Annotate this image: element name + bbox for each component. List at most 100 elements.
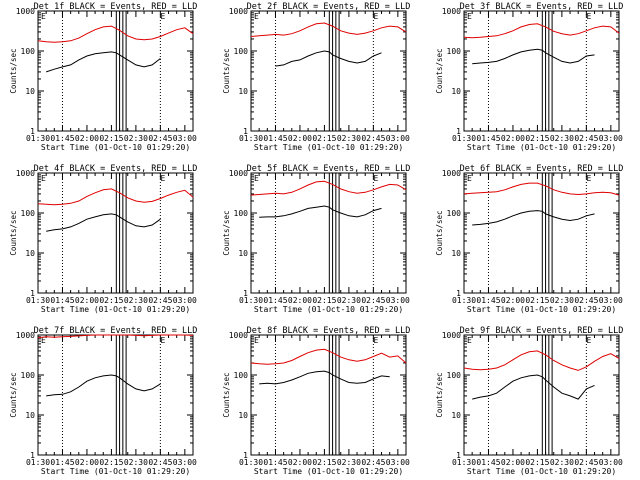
x-tick-label: 02:00: [75, 134, 99, 143]
corner-mark: E: [254, 336, 259, 345]
plot-frame: [250, 334, 407, 456]
panel-title: Det 4f BLACK = Events, RED = LLD: [34, 164, 198, 174]
x-tick-label: 02:15: [99, 296, 123, 305]
y-tick-label: 1: [456, 451, 461, 460]
plot-frame: [250, 10, 407, 132]
x-tick-label: 02:15: [525, 134, 549, 143]
y-tick-label: 10: [451, 411, 461, 420]
y-tick-label: 1: [243, 451, 248, 460]
panel-title: Det 5f BLACK = Events, RED = LLD: [247, 164, 411, 174]
corner-mark: E: [41, 12, 46, 21]
x-tick-label: 02:00: [75, 458, 99, 467]
panel-title: Det 7f BLACK = Events, RED = LLD: [34, 326, 198, 336]
panel-6: Det 6f BLACK = Events, RED = LLD 1 10 100 10…: [435, 164, 623, 314]
x-axis-label: Start Time (01-Oct-10 01:29:20): [467, 143, 616, 152]
x-tick-label: 02:45: [574, 134, 598, 143]
series-line-lld: [463, 350, 620, 371]
corner-mark: E: [41, 336, 46, 345]
y-axis-label: Counts/sec: [435, 372, 444, 417]
y-axis-label: Counts/sec: [9, 372, 18, 417]
x-tick-label: 03:00: [173, 296, 197, 305]
x-tick-label: 02:45: [148, 134, 172, 143]
x-tick-label: 03:00: [173, 134, 197, 143]
x-tick-label: 02:45: [574, 296, 598, 305]
x-tick-label: 01:30: [452, 458, 476, 467]
series-line-events: [472, 374, 595, 400]
series-line-lld: [250, 22, 407, 37]
y-tick-label: 10: [238, 249, 248, 258]
x-tick-label: 01:45: [50, 296, 74, 305]
y-axis-label: Counts/sec: [222, 48, 231, 93]
series-line-lld: [463, 23, 620, 39]
corner-mark: E: [41, 174, 46, 183]
y-axis-label: Counts/sec: [435, 210, 444, 255]
y-tick-label: 100: [21, 209, 36, 218]
y-tick-label: 1: [243, 289, 248, 298]
series-line-events: [472, 48, 595, 65]
x-axis-label: Start Time (01-Oct-10 01:29:20): [254, 467, 403, 476]
panel-title: Det 6f BLACK = Events, RED = LLD: [460, 164, 624, 174]
y-axis-label: Counts/sec: [9, 48, 18, 93]
series-line-events: [46, 51, 161, 73]
y-tick-label: 1: [30, 127, 35, 136]
x-tick-label: 02:15: [99, 458, 123, 467]
plot-frame: [463, 334, 620, 456]
corner-mark: E: [467, 12, 472, 21]
x-tick-label: 02:30: [337, 134, 361, 143]
y-tick-label: 100: [234, 371, 249, 380]
y-tick-label: 100: [447, 371, 462, 380]
x-tick-label: 01:30: [26, 458, 50, 467]
panel-title: Det 2f BLACK = Events, RED = LLD: [247, 2, 411, 12]
x-tick-label: 02:15: [312, 296, 336, 305]
x-tick-label: 02:45: [361, 296, 385, 305]
plot-frame: [250, 172, 407, 294]
x-tick-label: 01:30: [239, 296, 263, 305]
y-axis-label: Counts/sec: [435, 48, 444, 93]
y-tick-label: 100: [234, 209, 249, 218]
x-axis-label: Start Time (01-Oct-10 01:29:20): [41, 467, 190, 476]
panel-title: Det 3f BLACK = Events, RED = LLD: [460, 2, 624, 12]
corner-mark: E: [373, 174, 378, 183]
panel-title: Det 9f BLACK = Events, RED = LLD: [460, 326, 624, 336]
corner-mark: E: [160, 174, 165, 183]
panel-9: Det 9f BLACK = Events, RED = LLD 1 10 100 10…: [435, 326, 623, 476]
y-tick-label: 100: [234, 47, 249, 56]
x-tick-label: 03:00: [386, 134, 410, 143]
plot-frame: [37, 10, 194, 132]
series-line-events: [46, 213, 161, 232]
x-axis-label: Start Time (01-Oct-10 01:29:20): [467, 467, 616, 476]
plot-frame: [37, 334, 194, 456]
y-tick-label: 1000: [442, 7, 461, 16]
x-tick-label: 02:00: [75, 296, 99, 305]
x-axis-label: Start Time (01-Oct-10 01:29:20): [41, 305, 190, 314]
y-tick-label: 100: [447, 47, 462, 56]
panel-1: Det 1f BLACK = Events, RED = LLD 1 10 100 10…: [9, 2, 197, 152]
series-line-lld: [37, 334, 194, 339]
panel-title: Det 1f BLACK = Events, RED = LLD: [34, 2, 198, 12]
series-line-lld: [250, 180, 407, 196]
corner-mark: E: [373, 336, 378, 345]
series-line-events: [275, 50, 382, 67]
x-tick-label: 03:00: [599, 134, 623, 143]
x-tick-label: 02:45: [148, 296, 172, 305]
x-tick-label: 02:30: [550, 458, 574, 467]
y-tick-label: 10: [238, 411, 248, 420]
corner-mark: E: [586, 336, 591, 345]
series-line-lld: [250, 348, 407, 365]
y-tick-label: 100: [21, 47, 36, 56]
x-tick-label: 02:15: [312, 134, 336, 143]
corner-mark: E: [586, 174, 591, 183]
plot-frame: [463, 10, 620, 132]
x-tick-label: 02:45: [148, 458, 172, 467]
corner-mark: E: [160, 336, 165, 345]
x-tick-label: 01:45: [476, 296, 500, 305]
y-tick-label: 1: [30, 289, 35, 298]
x-tick-label: 02:15: [525, 458, 549, 467]
series-line-lld: [37, 25, 194, 43]
x-tick-label: 02:30: [550, 134, 574, 143]
y-axis-label: Counts/sec: [9, 210, 18, 255]
x-tick-label: 01:30: [452, 296, 476, 305]
y-tick-label: 1: [456, 127, 461, 136]
x-tick-label: 02:15: [99, 134, 123, 143]
corner-mark: E: [467, 336, 472, 345]
